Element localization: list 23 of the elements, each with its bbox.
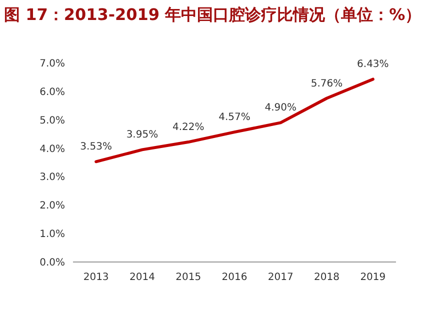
- x-tick-label: 2013: [83, 272, 109, 283]
- y-tick-label: 5.0%: [40, 115, 65, 126]
- y-tick-label: 4.0%: [40, 144, 65, 155]
- chart-title: 图 17：2013-2019 年中国口腔诊疗比情况（单位：%）: [4, 4, 422, 26]
- y-tick-label: 2.0%: [40, 200, 65, 212]
- x-tick-label: 2016: [222, 272, 248, 283]
- data-label: 6.43%: [357, 59, 389, 70]
- y-tick-label: 0.0%: [40, 258, 65, 268]
- y-tick-label: 3.0%: [40, 172, 65, 184]
- data-label: 5.76%: [310, 78, 343, 90]
- data-label: 3.95%: [126, 130, 158, 141]
- data-label: 4.90%: [264, 102, 297, 114]
- x-tick-label: 2018: [314, 272, 340, 283]
- data-label: 4.22%: [172, 122, 204, 134]
- x-tick-label: 2014: [129, 272, 155, 283]
- x-tick-label: 2019: [360, 272, 386, 283]
- data-label: 3.53%: [80, 142, 112, 153]
- y-tick-label: 1.0%: [40, 229, 65, 240]
- x-tick-label: 2017: [268, 272, 294, 283]
- x-tick-label: 2015: [176, 272, 202, 283]
- y-tick-label: 7.0%: [40, 58, 65, 70]
- y-tick-label: 6.0%: [40, 86, 65, 98]
- data-label: 4.57%: [218, 112, 250, 124]
